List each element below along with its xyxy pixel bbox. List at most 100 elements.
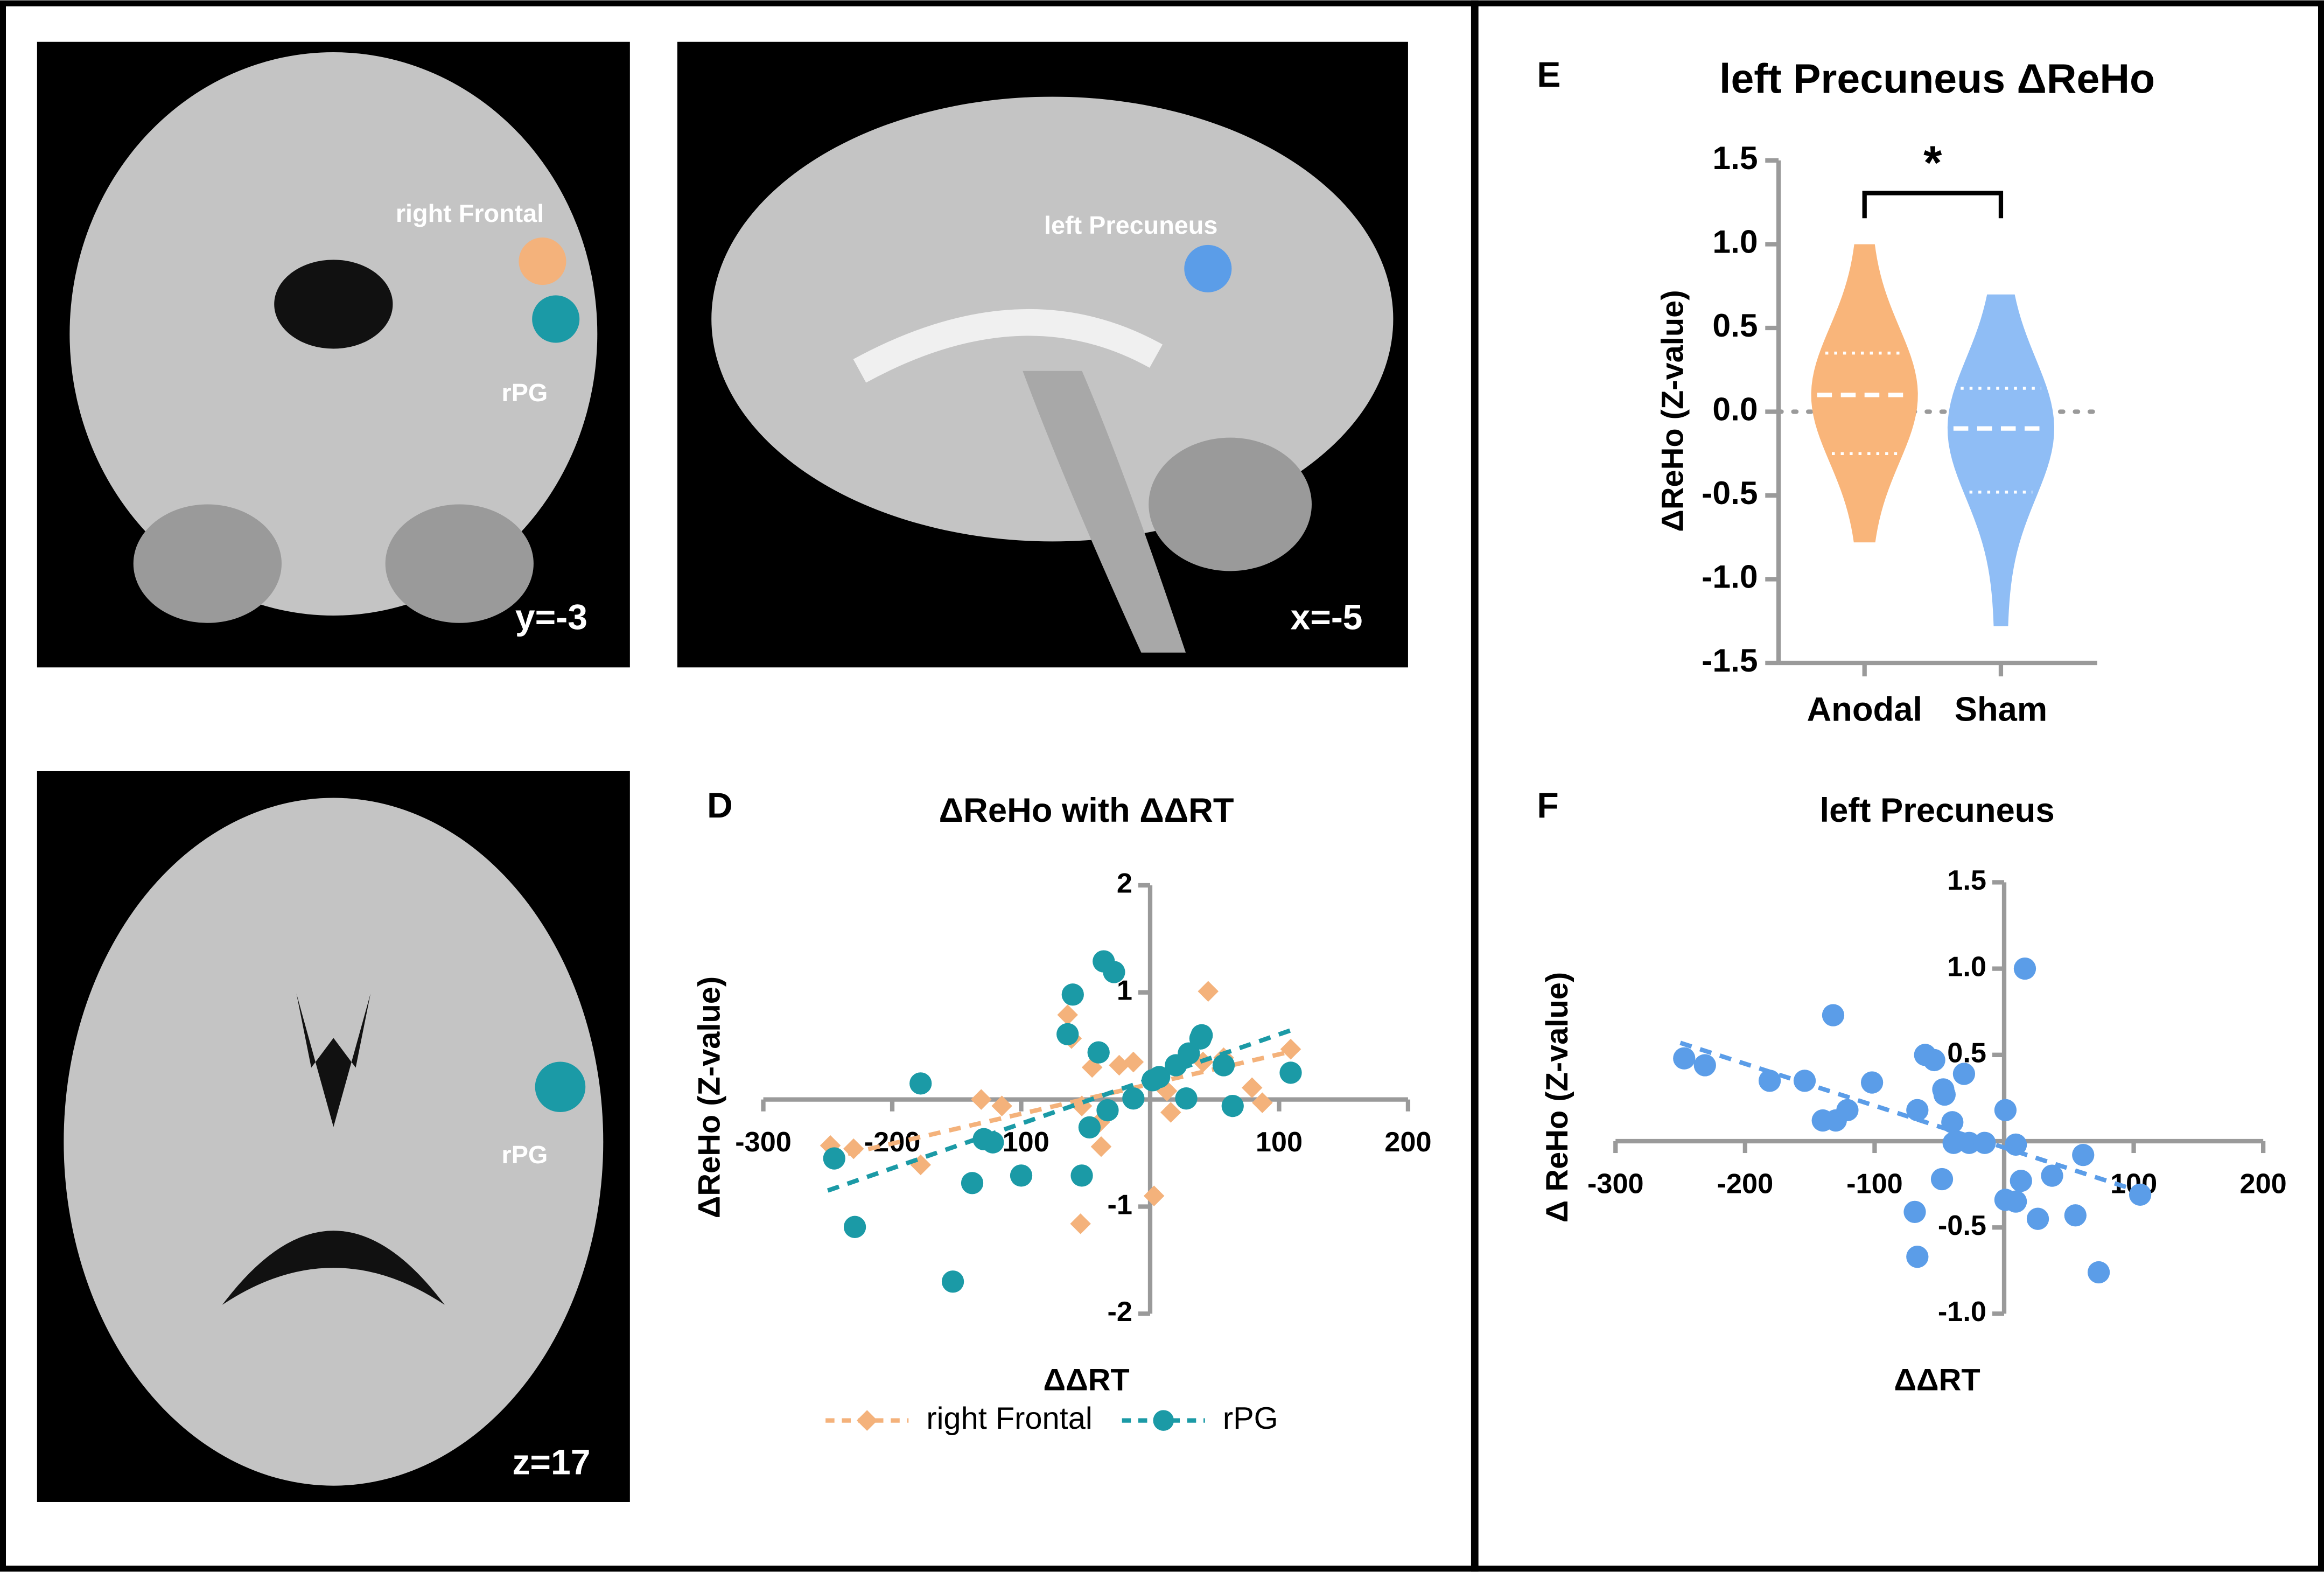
data-point (1860, 1071, 1884, 1094)
data-point (1061, 983, 1084, 1006)
y-tick-label: -1 (1107, 1189, 1132, 1220)
data-point (1122, 1087, 1145, 1110)
data-point (843, 1215, 866, 1238)
data-point (2010, 1170, 2032, 1192)
data-point (1673, 1047, 1696, 1070)
y-tick-label: 0.5 (1712, 307, 1758, 344)
data-point (1010, 1164, 1033, 1187)
trend-line (1679, 1040, 2134, 1192)
data-point (1123, 1051, 1144, 1073)
panel-letter: F (1537, 785, 1558, 825)
data-point (1070, 1213, 1091, 1234)
data-point (1148, 1066, 1171, 1088)
data-point (961, 1172, 984, 1194)
region-label: right Frontal (396, 199, 544, 227)
data-point (1056, 1023, 1079, 1045)
panel-letter: D (707, 785, 733, 825)
data-point (2072, 1143, 2095, 1166)
data-point (1906, 1246, 1929, 1268)
data-point (1090, 1136, 1112, 1157)
panel-letter: C (62, 785, 88, 825)
data-point (1822, 1004, 1845, 1026)
legend-marker (856, 1410, 878, 1431)
data-point (1758, 1070, 1781, 1092)
roi-dot (532, 295, 580, 343)
data-point (1096, 1099, 1119, 1122)
data-point (1221, 1094, 1244, 1117)
y-tick-label: -1.5 (1702, 642, 1758, 679)
x-tick-label: 200 (1384, 1127, 1431, 1158)
data-point (1252, 1092, 1273, 1113)
data-point (1930, 1168, 1954, 1191)
x-tick-label: -300 (1587, 1168, 1644, 1199)
x-tick-label: -200 (1717, 1168, 1774, 1199)
x-tick-label: -300 (735, 1127, 792, 1158)
data-point (2087, 1261, 2110, 1284)
data-point (1952, 1063, 1976, 1085)
significance-label: * (1923, 136, 1942, 189)
data-point (909, 1072, 932, 1095)
roi-dot (1184, 244, 1232, 292)
data-point (1057, 1004, 1078, 1025)
y-tick-label: -1.0 (1938, 1296, 1986, 1328)
data-point (982, 1131, 1004, 1154)
brain-region (133, 504, 282, 623)
y-tick-label: -1.0 (1702, 558, 1758, 595)
data-point (1693, 1054, 1716, 1077)
data-point (843, 1138, 864, 1159)
data-point (1212, 1054, 1235, 1077)
data-point (1923, 1049, 1945, 1072)
legend-label: right Frontal (926, 1401, 1092, 1436)
coordinate: z=17 (512, 1442, 590, 1482)
brainstem (1023, 371, 1186, 653)
x-tick-label: Anodal (1807, 691, 1922, 729)
data-point (1941, 1111, 1964, 1134)
legend-label: rPG (1223, 1401, 1278, 1436)
data-point (2129, 1183, 2152, 1206)
data-point (1906, 1099, 1929, 1121)
data-point (1903, 1200, 1926, 1224)
violin (1947, 294, 2055, 626)
data-point (1103, 961, 1125, 983)
x-tick-label: 200 (2240, 1168, 2287, 1199)
data-point (1973, 1131, 1996, 1154)
data-point (1793, 1070, 1816, 1092)
significance-bracket (1862, 191, 2004, 219)
y-axis-label: Δ ReHo (Z-value) (1540, 972, 1574, 1222)
data-point (2005, 1190, 2027, 1213)
ventricle (222, 1231, 445, 1305)
y-tick-label: 1.0 (1712, 223, 1758, 260)
y-tick-label: -2 (1107, 1296, 1132, 1328)
data-point (2005, 1133, 2027, 1156)
y-tick-label: -0.5 (1702, 474, 1758, 511)
data-point (1087, 1041, 1110, 1064)
data-point (1836, 1099, 1859, 1121)
x-axis-label: ΔΔRT (1044, 1363, 1130, 1397)
data-point (1109, 1054, 1130, 1076)
corpus-callosum (853, 309, 1163, 383)
data-point (1078, 1116, 1101, 1139)
ventricle (274, 260, 393, 349)
panel-letter: A (62, 54, 88, 94)
data-point (2026, 1207, 2049, 1230)
data-point (823, 1147, 845, 1170)
data-point (971, 1089, 992, 1110)
data-point (1933, 1083, 1956, 1106)
data-point (1994, 1099, 2017, 1121)
chart-title: left Precuneus ΔReHo (1719, 55, 2155, 102)
panel-letter: B (697, 54, 723, 94)
chart-title: left Precuneus (1819, 792, 2054, 829)
data-point (1175, 1087, 1198, 1110)
coordinate: x=-5 (1291, 597, 1363, 637)
legend-marker (1153, 1410, 1174, 1431)
y-tick-label: -0.5 (1938, 1210, 1986, 1241)
data-point (1198, 981, 1219, 1002)
data-point (1958, 1131, 1980, 1154)
data-point (1280, 1038, 1301, 1060)
x-axis-label: ΔΔRT (1894, 1363, 1980, 1397)
y-tick-label: 2 (1117, 868, 1132, 899)
brain-region (385, 504, 534, 623)
data-point (1191, 1024, 1213, 1046)
